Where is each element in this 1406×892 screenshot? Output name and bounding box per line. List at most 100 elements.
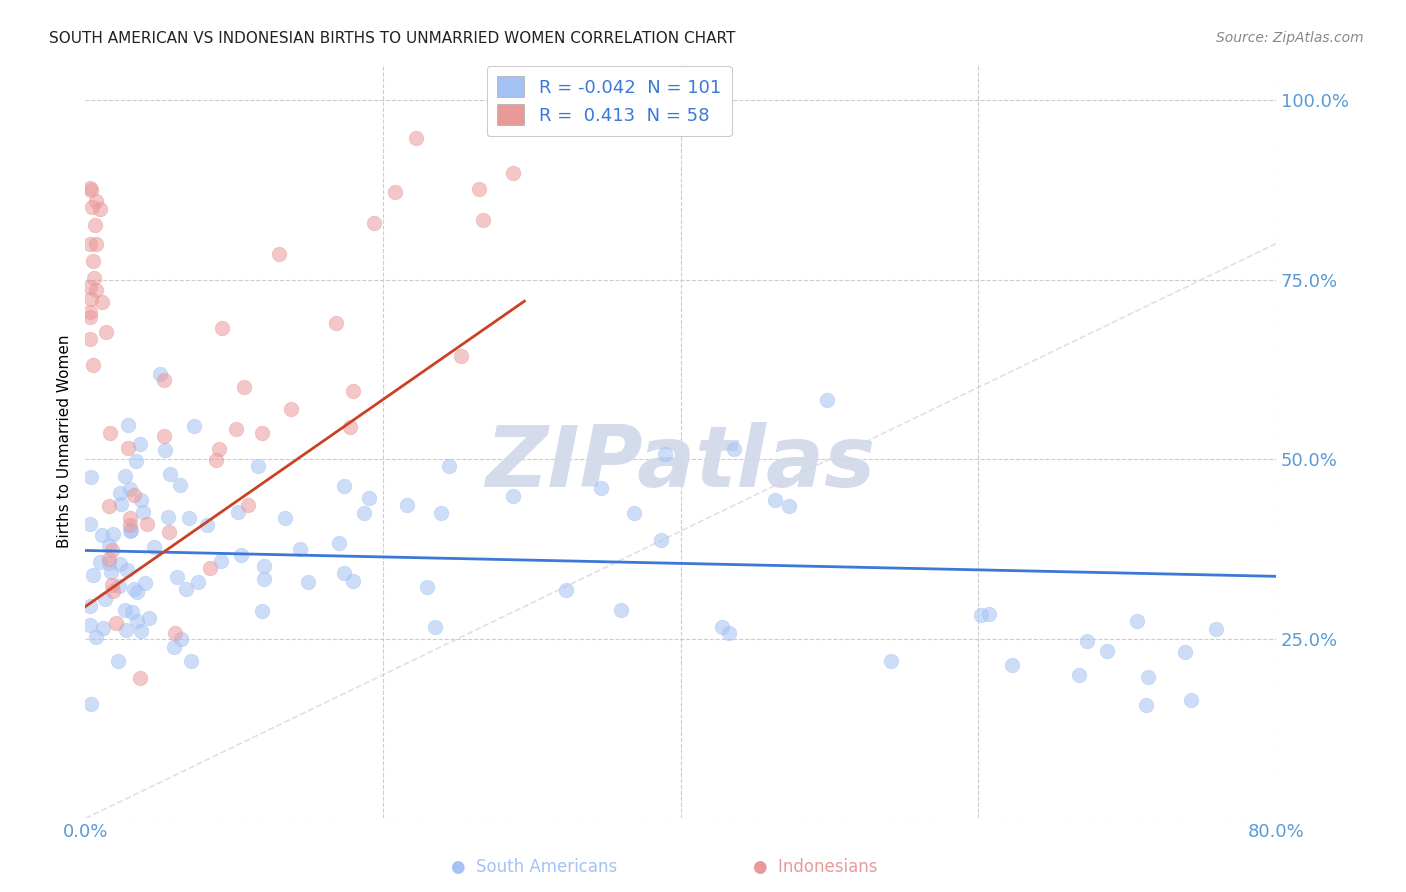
Point bbox=[555, 582, 578, 597]
Point bbox=[163, 625, 186, 640]
Point bbox=[763, 492, 786, 507]
Point bbox=[183, 418, 205, 433]
Point bbox=[195, 517, 218, 532]
Point bbox=[363, 216, 385, 230]
Point bbox=[174, 582, 197, 596]
Point bbox=[225, 422, 247, 436]
Point bbox=[288, 541, 311, 556]
Point bbox=[163, 640, 186, 654]
Point bbox=[142, 540, 165, 554]
Point bbox=[198, 560, 221, 574]
Point bbox=[120, 523, 142, 537]
Point bbox=[80, 183, 103, 197]
Point bbox=[450, 350, 472, 364]
Point bbox=[384, 185, 406, 199]
Point bbox=[180, 654, 202, 668]
Point bbox=[114, 468, 136, 483]
Point bbox=[84, 631, 107, 645]
Point bbox=[103, 526, 125, 541]
Point bbox=[430, 506, 453, 520]
Point bbox=[89, 555, 111, 569]
Point bbox=[342, 574, 364, 588]
Point bbox=[654, 447, 676, 461]
Point bbox=[177, 511, 200, 525]
Point bbox=[134, 576, 156, 591]
Point bbox=[79, 517, 101, 532]
Point bbox=[723, 442, 745, 456]
Point bbox=[1097, 643, 1119, 657]
Point bbox=[115, 623, 138, 637]
Point bbox=[233, 380, 256, 394]
Point bbox=[520, 114, 543, 128]
Point bbox=[115, 563, 138, 577]
Point bbox=[502, 489, 524, 503]
Point bbox=[149, 367, 172, 381]
Point bbox=[159, 467, 181, 482]
Point bbox=[339, 420, 361, 434]
Point bbox=[297, 575, 319, 590]
Point bbox=[108, 579, 131, 593]
Point bbox=[1205, 623, 1227, 637]
Point bbox=[82, 567, 104, 582]
Point bbox=[170, 632, 193, 646]
Point bbox=[132, 506, 155, 520]
Point bbox=[80, 293, 103, 307]
Point bbox=[328, 535, 350, 549]
Point bbox=[209, 554, 232, 568]
Point bbox=[231, 548, 253, 562]
Point bbox=[468, 182, 491, 196]
Point bbox=[124, 454, 146, 468]
Point bbox=[80, 200, 103, 214]
Point bbox=[91, 621, 114, 635]
Point bbox=[332, 566, 354, 581]
Point bbox=[650, 533, 672, 548]
Point bbox=[107, 654, 129, 668]
Point bbox=[1135, 698, 1157, 712]
Point bbox=[129, 493, 152, 508]
Point bbox=[1137, 670, 1160, 684]
Legend: R = -0.042  N = 101, R =  0.413  N = 58: R = -0.042 N = 101, R = 0.413 N = 58 bbox=[486, 65, 733, 136]
Point bbox=[118, 518, 141, 533]
Point bbox=[79, 618, 101, 632]
Point bbox=[1174, 645, 1197, 659]
Point bbox=[711, 620, 734, 634]
Point bbox=[100, 565, 122, 579]
Point bbox=[129, 624, 152, 638]
Point bbox=[157, 524, 180, 539]
Point bbox=[120, 511, 142, 525]
Point bbox=[114, 602, 136, 616]
Point bbox=[970, 607, 993, 622]
Point bbox=[717, 625, 740, 640]
Point bbox=[98, 556, 121, 570]
Point bbox=[623, 506, 645, 520]
Point bbox=[108, 557, 131, 571]
Point bbox=[502, 166, 524, 180]
Point bbox=[91, 528, 114, 542]
Point bbox=[250, 426, 273, 441]
Point bbox=[273, 511, 295, 525]
Text: Source: ZipAtlas.com: Source: ZipAtlas.com bbox=[1216, 31, 1364, 45]
Point bbox=[117, 418, 139, 433]
Point bbox=[128, 672, 150, 686]
Point bbox=[269, 247, 291, 261]
Point bbox=[135, 516, 157, 531]
Point bbox=[79, 599, 101, 613]
Point bbox=[778, 499, 800, 513]
Point bbox=[117, 442, 139, 456]
Point bbox=[80, 697, 103, 711]
Point bbox=[84, 283, 107, 297]
Point bbox=[353, 506, 375, 520]
Point bbox=[101, 584, 124, 599]
Point bbox=[98, 500, 121, 514]
Point bbox=[280, 401, 302, 416]
Point bbox=[166, 570, 188, 584]
Point bbox=[122, 582, 145, 596]
Y-axis label: Births to Unmarried Women: Births to Unmarried Women bbox=[58, 334, 72, 548]
Point bbox=[98, 426, 121, 441]
Point bbox=[395, 499, 418, 513]
Point bbox=[91, 295, 114, 310]
Point bbox=[211, 320, 233, 334]
Point bbox=[1067, 668, 1090, 682]
Point bbox=[205, 453, 228, 467]
Point bbox=[332, 479, 354, 493]
